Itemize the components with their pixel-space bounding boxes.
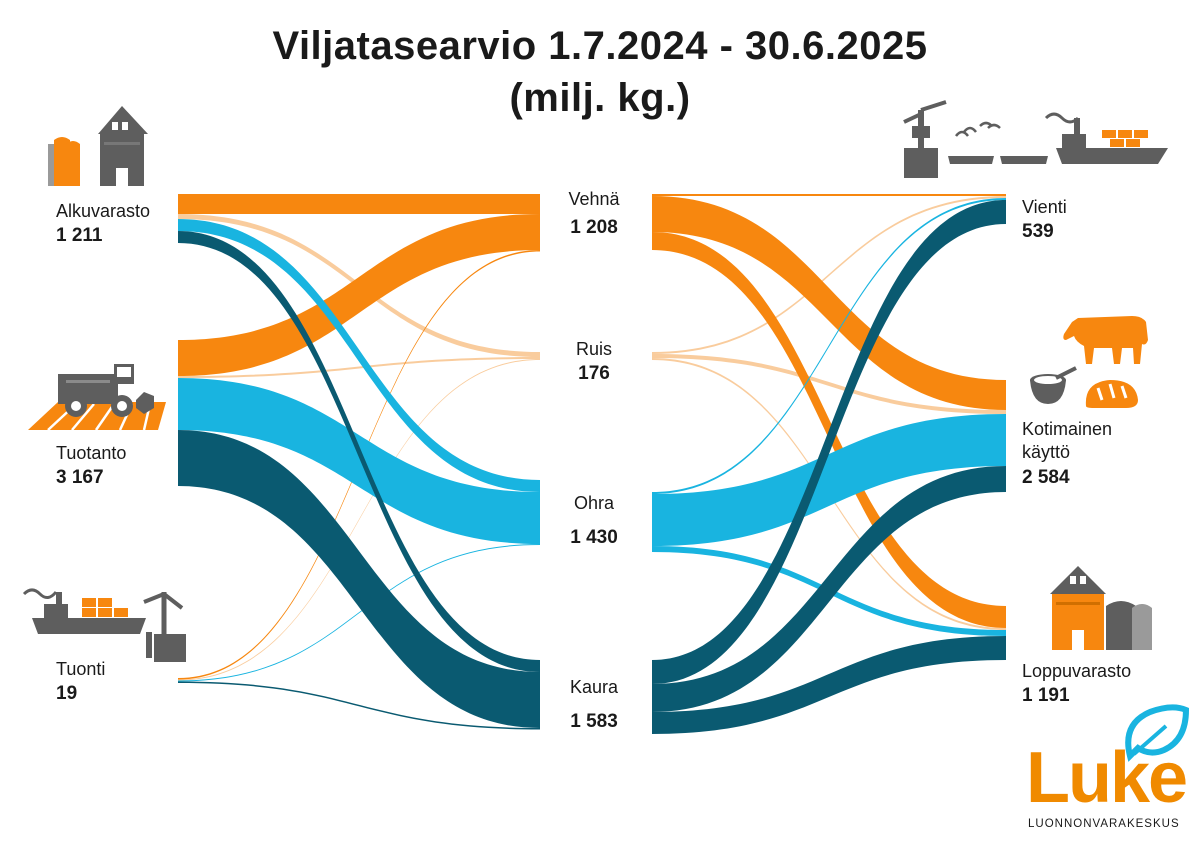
grain-label-vehna: Vehnä [568,189,620,209]
right-flow-vehna-kotimainen [652,196,1006,410]
grain-value-kaura: 1 583 [570,711,618,732]
right-flow-ohra-vienti [652,198,1006,494]
source-value-tuotanto: 3 167 [56,467,104,488]
right-flow-kaura-vienti [652,200,1006,684]
warehouse-silo-icon [48,106,148,186]
source-label-tuotanto: Tuotanto [56,443,127,463]
grain-value-ruis: 176 [578,363,610,384]
right-flow-ohra-kotimainen [652,414,1006,546]
cow-icon [1063,316,1148,364]
use-label-kotimainen: Kotimainen käyttö [1022,419,1113,462]
left-flow-kaura-tuonti [178,681,540,730]
use-value-vienti: 539 [1022,221,1054,242]
port-crane-ships-icon [903,100,1168,178]
luke-leaf-logo-icon [1125,704,1190,762]
source-value-alkuvarasto: 1 211 [56,225,103,246]
left-flow-ohra-tuotanto [178,378,540,544]
right-flow-kaura-loppuvarasto [652,636,1006,734]
source-label-tuonti: Tuonti [56,659,106,679]
right-flow-ruis-vienti [652,196,1006,354]
right-flow-kaura-kotimainen [652,466,1006,712]
left-flow-vehna-alkuvarasto [178,194,540,214]
page-title: Viljatasearvio 1.7.2024 - 30.6.2025 [272,24,928,68]
grain-value-vehna: 1 208 [570,217,618,238]
grain-value-ohra: 1 430 [570,527,618,548]
use-label-loppuvarasto: Loppuvarasto [1022,661,1132,681]
left-flow-ohra-tuonti [178,544,540,682]
left-flow-ohra-alkuvarasto [178,219,540,492]
left-flow-kaura-alkuvarasto [178,231,540,672]
left-flow-kaura-tuotanto [178,430,540,728]
left-flow-vehna-tuotanto [178,214,540,376]
luke-logo-subtitle: LUONNONVARAKESKUS [1028,818,1180,830]
source-label-alkuvarasto: Alkuvarasto [56,201,151,221]
grain-label-ohra: Ohra [573,493,615,513]
unit-subtitle: (milj. kg.) [509,76,691,120]
bowl-bread-icon [1030,366,1138,408]
use-label-vienti: Vienti [1022,197,1067,217]
right-flow-vehna-vienti [652,194,1006,196]
use-value-loppuvarasto: 1 191 [1022,685,1070,706]
cargo-ship-crane-icon [22,588,186,662]
grain-label-ruis: Ruis [575,339,612,359]
right-flow-ruis-kotimainen [652,354,1006,414]
source-value-tuonti: 19 [56,683,78,704]
use-value-kotimainen: 2 584 [1022,467,1070,488]
grain-label-kaura: Kaura [569,677,619,697]
left-flow-ruis-tuonti [178,359,540,681]
combine-harvester-icon [28,364,166,431]
luke-logo-wordmark: Luke [1026,738,1188,818]
warehouse-silo-icon [1050,566,1152,650]
left-flow-ruis-tuotanto [178,357,540,378]
bowl-icon [1030,366,1077,404]
bread-icon [1085,380,1138,408]
